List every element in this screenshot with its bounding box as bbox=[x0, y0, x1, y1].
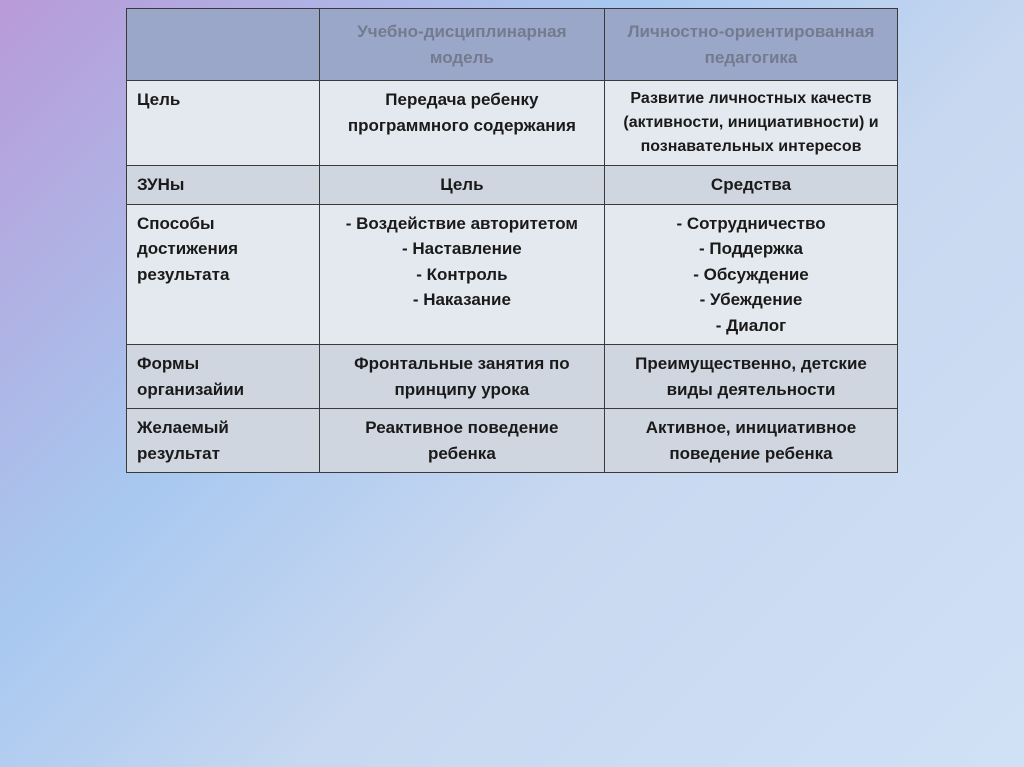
row-label: Способы достижения результата bbox=[127, 204, 320, 345]
comparison-table: Учебно-дисциплинарная модель Личностно-о… bbox=[126, 8, 898, 473]
row-col2: Активное, инициативное поведение ребенка bbox=[605, 409, 898, 473]
header-empty bbox=[127, 9, 320, 81]
row-col1: Фронтальные занятия по принципу урока bbox=[319, 345, 604, 409]
table-row: Цель Передача ребенку программного содер… bbox=[127, 81, 898, 166]
row-col2: Преимущественно, детские виды деятельнос… bbox=[605, 345, 898, 409]
row-col1: Реактивное поведение ребенка bbox=[319, 409, 604, 473]
table-body: Цель Передача ребенку программного содер… bbox=[127, 81, 898, 473]
table-header-row: Учебно-дисциплинарная модель Личностно-о… bbox=[127, 9, 898, 81]
row-col1: - Воздействие авторитетом- Наставление- … bbox=[319, 204, 604, 345]
row-label: Формы организайии bbox=[127, 345, 320, 409]
row-label: Желаемый результат bbox=[127, 409, 320, 473]
row-col1: Передача ребенку программного содержания bbox=[319, 81, 604, 166]
header-col1: Учебно-дисциплинарная модель bbox=[319, 9, 604, 81]
row-col2: - Сотрудничество- Поддержка- Обсуждение-… bbox=[605, 204, 898, 345]
table-row: ЗУНы Цель Средства bbox=[127, 166, 898, 205]
row-label: Цель bbox=[127, 81, 320, 166]
header-col2: Личностно-ориентированная педагогика bbox=[605, 9, 898, 81]
row-label: ЗУНы bbox=[127, 166, 320, 205]
row-col1: Цель bbox=[319, 166, 604, 205]
table-row: Способы достижения результата - Воздейст… bbox=[127, 204, 898, 345]
row-col2: Развитие личностных качеств (активности,… bbox=[605, 81, 898, 166]
row-col2: Средства bbox=[605, 166, 898, 205]
table-row: Желаемый результат Реактивное поведение … bbox=[127, 409, 898, 473]
table-row: Формы организайии Фронтальные занятия по… bbox=[127, 345, 898, 409]
